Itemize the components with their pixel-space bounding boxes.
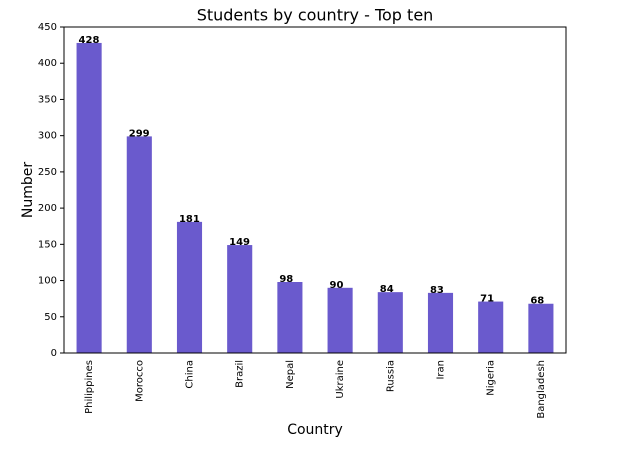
value-label: 71	[480, 294, 494, 305]
y-tick-label: 250	[38, 167, 57, 178]
chart-title: Students by country - Top ten	[197, 6, 434, 25]
value-label: 68	[530, 296, 544, 307]
x-tick-label: Russia	[385, 360, 396, 392]
bar	[277, 282, 303, 353]
value-label: 83	[430, 285, 444, 296]
value-label: 428	[79, 35, 100, 46]
x-tick-label: Nepal	[285, 360, 296, 389]
value-label: 84	[380, 284, 394, 295]
bar	[227, 245, 253, 353]
value-label: 299	[129, 128, 150, 139]
x-tick-label: Morocco	[134, 360, 145, 402]
x-tick-label: Ukraine	[335, 360, 346, 399]
y-tick-label: 200	[38, 203, 57, 214]
y-tick-label: 150	[38, 239, 57, 250]
value-label: 90	[330, 280, 344, 291]
bar	[377, 292, 403, 353]
x-tick-label: Bangladesh	[536, 360, 547, 419]
plot-frame	[63, 26, 567, 354]
bar	[76, 42, 102, 354]
bar	[427, 292, 454, 353]
y-tick-label: 300	[38, 131, 57, 142]
value-label: 98	[279, 274, 293, 285]
y-tick-label: 0	[51, 348, 57, 359]
y-tick-label: 100	[38, 276, 57, 287]
bar	[126, 136, 152, 353]
x-tick-label: China	[185, 360, 196, 389]
value-label: 181	[179, 214, 200, 225]
x-axis-label: Country	[287, 422, 343, 438]
x-tick-label: Nigeria	[486, 360, 497, 396]
y-tick-label: 450	[38, 22, 57, 33]
x-tick-label: Philippines	[84, 360, 95, 414]
y-tick-label: 350	[38, 94, 57, 105]
x-tick-label: Iran	[436, 360, 447, 380]
bar	[478, 301, 504, 353]
bar	[176, 221, 203, 353]
value-label: 149	[229, 237, 250, 248]
bar	[528, 303, 554, 353]
y-tick-label: 50	[44, 312, 57, 323]
y-axis-label: Number	[20, 162, 36, 218]
y-tick-label: 400	[38, 58, 57, 69]
bar	[327, 287, 353, 353]
x-tick-label: Brazil	[235, 360, 246, 388]
